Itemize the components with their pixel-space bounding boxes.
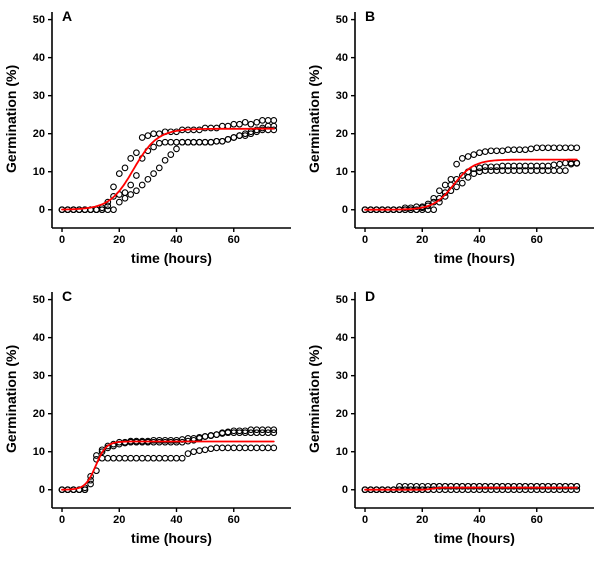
svg-text:20: 20 (336, 128, 348, 140)
svg-text:20: 20 (113, 234, 125, 246)
svg-text:0: 0 (342, 204, 348, 216)
svg-text:30: 30 (33, 90, 45, 102)
svg-text:10: 10 (33, 446, 45, 458)
svg-text:50: 50 (33, 294, 45, 306)
svg-text:20: 20 (113, 514, 125, 526)
svg-text:40: 40 (170, 234, 182, 246)
svg-text:50: 50 (336, 14, 348, 26)
svg-text:20: 20 (33, 408, 45, 420)
svg-text:40: 40 (33, 332, 45, 344)
svg-text:10: 10 (336, 166, 348, 178)
panel-d-y-axis-title: Germination (%) (306, 344, 322, 454)
svg-text:40: 40 (336, 52, 348, 64)
svg-text:10: 10 (336, 446, 348, 458)
svg-text:30: 30 (336, 370, 348, 382)
svg-text:20: 20 (336, 408, 348, 420)
svg-text:40: 40 (170, 514, 182, 526)
svg-text:20: 20 (33, 128, 45, 140)
panel-c: 0 20 40 60 0 10 20 30 40 50 C Germination (%) tim… (0, 280, 303, 561)
svg-text:40: 40 (33, 52, 45, 64)
svg-text:60: 60 (228, 514, 240, 526)
panel-a-y-axis-title: Germination (%) (3, 64, 19, 174)
panel-a-x-axis-title: time (hours) (131, 250, 212, 266)
panel-b: 0 20 40 60 0 10 20 30 40 50 B Germination (%) tim… (303, 0, 607, 280)
svg-text:10: 10 (33, 166, 45, 178)
svg-text:30: 30 (33, 370, 45, 382)
panel-a: 0 20 40 60 0 10 20 30 40 50 A Germination (%) tim… (0, 0, 303, 280)
panel-d-letter: D (365, 288, 376, 304)
svg-text:40: 40 (473, 234, 485, 246)
svg-text:0: 0 (39, 484, 45, 496)
svg-text:0: 0 (59, 514, 65, 526)
panel-c-letter: C (62, 288, 73, 304)
svg-text:30: 30 (336, 90, 348, 102)
svg-text:0: 0 (362, 514, 368, 526)
panel-d-x-axis-title: time (hours) (434, 530, 515, 546)
panel-a-letter: A (62, 8, 73, 24)
panel-b-y-axis-title: Germination (%) (306, 64, 322, 174)
panel-d: 0 20 40 60 0 10 20 30 40 50 D Germination (%) tim… (303, 280, 607, 561)
svg-text:40: 40 (473, 514, 485, 526)
svg-text:50: 50 (33, 14, 45, 26)
panel-b-letter: B (365, 8, 376, 24)
panel-c-x-axis-title: time (hours) (131, 530, 212, 546)
svg-text:60: 60 (531, 514, 543, 526)
svg-text:20: 20 (416, 234, 428, 246)
panel-b-x-axis-title: time (hours) (434, 250, 515, 266)
svg-text:0: 0 (362, 234, 368, 246)
svg-text:20: 20 (416, 514, 428, 526)
svg-text:0: 0 (342, 484, 348, 496)
panel-a-plot: 0 20 40 60 0 10 20 30 40 50 (33, 12, 291, 246)
svg-text:60: 60 (531, 234, 543, 246)
panel-d-plot: 0 20 40 60 0 10 20 30 40 50 (336, 292, 594, 526)
svg-text:60: 60 (228, 234, 240, 246)
svg-text:40: 40 (336, 332, 348, 344)
panel-b-plot: 0 20 40 60 0 10 20 30 40 50 (336, 12, 594, 246)
svg-text:0: 0 (39, 204, 45, 216)
svg-text:0: 0 (59, 234, 65, 246)
panel-c-y-axis-title: Germination (%) (3, 344, 19, 454)
panel-c-plot: 0 20 40 60 0 10 20 30 40 50 (33, 292, 291, 526)
svg-text:50: 50 (336, 294, 348, 306)
